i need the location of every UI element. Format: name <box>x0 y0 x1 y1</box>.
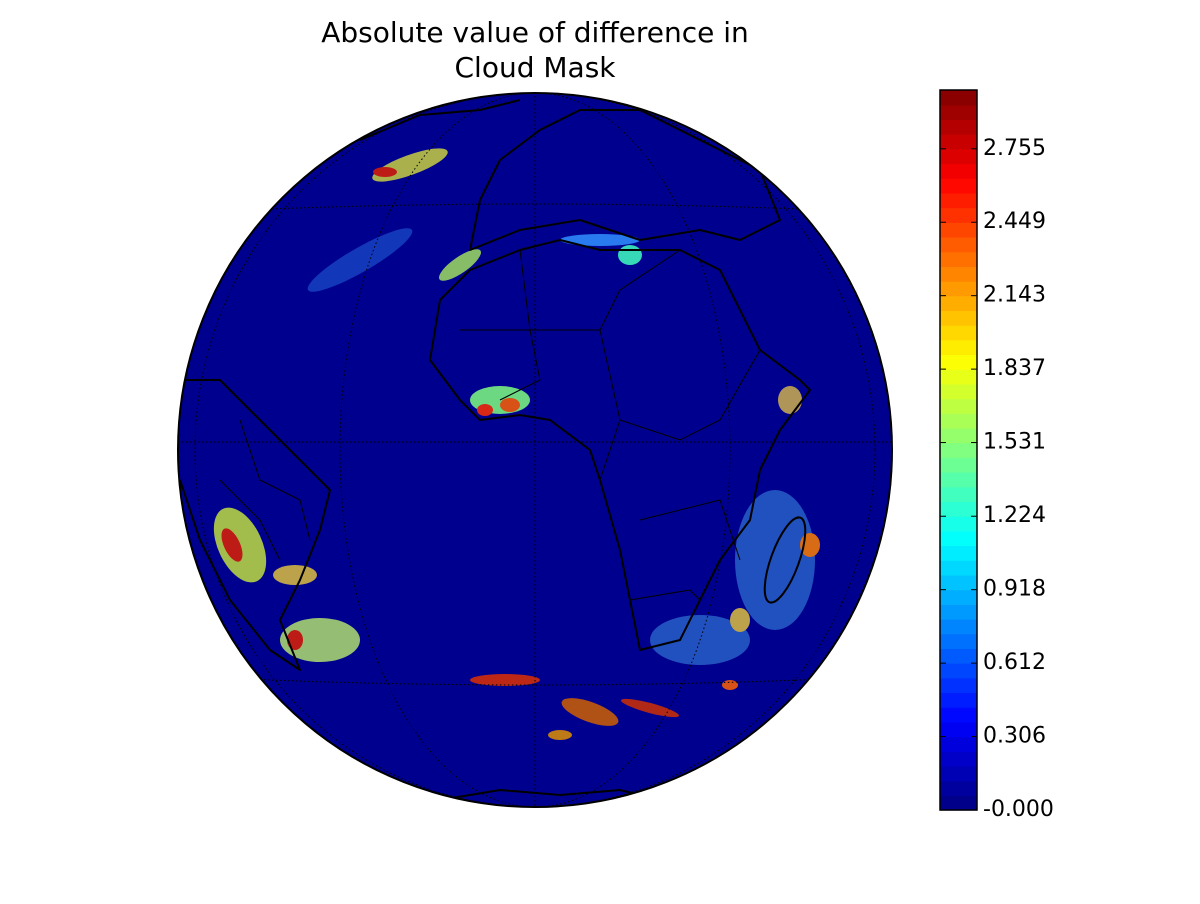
colorbar-band <box>940 383 977 400</box>
colorbar-band <box>940 266 977 282</box>
earth-disk <box>178 93 892 807</box>
colorbar-band <box>940 90 977 106</box>
colorbar-band <box>940 148 977 165</box>
colorbar-band <box>940 295 977 312</box>
colorbar-band <box>940 545 977 561</box>
map-content <box>178 93 892 807</box>
colorbar-band <box>940 721 977 738</box>
colorbar-band <box>940 281 977 297</box>
colorbar-band <box>940 178 977 194</box>
colorbar-frame <box>939 89 978 811</box>
colorbar-band <box>940 780 977 796</box>
colorbar-band <box>940 633 977 649</box>
colorbar-band <box>940 501 977 517</box>
colorbar-tick-label: 0.918 <box>983 577 1046 602</box>
colorbar-tick-label: 1.224 <box>983 503 1046 528</box>
colorbar-band <box>940 618 977 635</box>
colorbar-band <box>940 604 977 620</box>
disk-edge <box>177 92 893 808</box>
colorbar-band <box>940 192 977 209</box>
colorbar-tick-label: 1.837 <box>983 356 1046 381</box>
colorbar-band <box>940 486 977 503</box>
colorbar-band <box>940 442 977 458</box>
colorbar-band <box>940 707 977 723</box>
colorbar-tick-label: 1.531 <box>983 430 1046 455</box>
colorbar-tick-label: 0.612 <box>983 650 1046 675</box>
map <box>177 92 893 808</box>
colorbar-tick-label: 2.449 <box>983 209 1046 234</box>
colorbar-band <box>940 795 977 811</box>
chart-title: Absolute value of difference in <box>321 16 749 49</box>
colorbar-band <box>940 574 977 591</box>
colorbar-band <box>940 207 977 223</box>
colorbar-tick-label: -0.000 <box>983 797 1054 822</box>
colorbar-band <box>940 339 977 356</box>
colorbar-band <box>940 736 977 752</box>
country-borders <box>219 249 761 601</box>
colorbar-tick-label: 2.755 <box>983 136 1046 161</box>
colorbar-band <box>940 530 977 547</box>
chart-title: Cloud Mask <box>455 51 617 84</box>
colorbar-band <box>940 222 977 238</box>
colorbar-band <box>940 119 977 135</box>
colorbar-tick-label: 0.306 <box>983 724 1046 749</box>
colorbar: -0.000 0.306 0.612 0.918 1.224 1.531 1.837 2.14… <box>939 89 1054 822</box>
colorbar-band <box>940 134 977 150</box>
colorbar-band <box>940 310 977 326</box>
colorbar-band <box>940 648 977 664</box>
colorbar-band <box>940 751 977 767</box>
colorbar-band <box>940 472 977 488</box>
colorbar-band <box>940 427 977 444</box>
colorbar-band <box>940 677 977 694</box>
colorbar-band <box>940 236 977 253</box>
colorbar-band <box>940 354 977 370</box>
colorbar-band <box>940 163 977 179</box>
colorbar-band <box>940 369 977 385</box>
colorbar-band <box>940 413 977 429</box>
colorbar-band <box>940 692 977 708</box>
colorbar-band <box>940 457 977 473</box>
colorbar-band <box>940 251 977 267</box>
colorbar-band <box>940 765 977 782</box>
colorbar-band <box>940 589 977 605</box>
graticule <box>178 93 892 807</box>
colorbar-tick-label: 2.143 <box>983 283 1046 308</box>
colorbar-band <box>940 104 977 120</box>
colorbar-band <box>940 560 977 576</box>
colorbar-band <box>940 398 977 414</box>
colorbar-band <box>940 516 977 532</box>
colorbar-band <box>940 325 977 341</box>
colorbar-band <box>940 663 977 679</box>
